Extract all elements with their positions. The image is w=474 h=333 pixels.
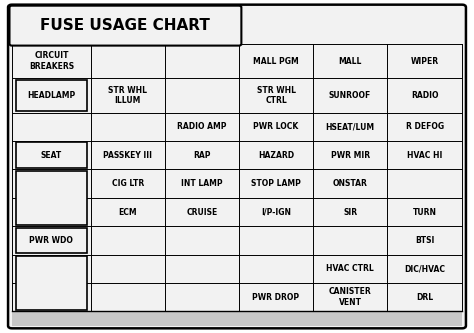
- Text: WIPER: WIPER: [410, 57, 439, 66]
- Text: DRL: DRL: [416, 293, 433, 302]
- Bar: [16, 80, 87, 111]
- Bar: [16, 256, 87, 310]
- Bar: [16, 171, 87, 225]
- Text: HVAC HI: HVAC HI: [407, 151, 442, 160]
- Text: HSEAT/LUM: HSEAT/LUM: [326, 122, 374, 131]
- Text: STOP LAMP: STOP LAMP: [251, 179, 301, 188]
- Text: CANISTER
VENT: CANISTER VENT: [328, 287, 372, 307]
- Text: SIR: SIR: [343, 207, 357, 216]
- Text: HVAC CTRL: HVAC CTRL: [326, 264, 374, 273]
- Text: TURN: TURN: [413, 207, 437, 216]
- Text: CRUISE: CRUISE: [186, 207, 218, 216]
- Text: HAZARD: HAZARD: [258, 151, 294, 160]
- Text: PWR LOCK: PWR LOCK: [254, 122, 299, 131]
- Text: DIC/HVAC: DIC/HVAC: [404, 264, 445, 273]
- Text: RAP: RAP: [193, 151, 211, 160]
- Text: RADIO AMP: RADIO AMP: [177, 122, 227, 131]
- Text: R DEFOG: R DEFOG: [406, 122, 444, 131]
- Text: MALL PGM: MALL PGM: [253, 57, 299, 66]
- Text: PWR WDO: PWR WDO: [29, 236, 73, 245]
- Text: SUNROOF: SUNROOF: [329, 91, 371, 100]
- Text: BTSI: BTSI: [415, 236, 434, 245]
- Text: PWR MIR: PWR MIR: [330, 151, 370, 160]
- Text: I/P-IGN: I/P-IGN: [261, 207, 291, 216]
- Text: ECM: ECM: [118, 207, 137, 216]
- Text: SEAT: SEAT: [41, 151, 62, 160]
- Text: CIG LTR: CIG LTR: [112, 179, 144, 188]
- Text: ONSTAR: ONSTAR: [333, 179, 367, 188]
- Text: STR WHL
ILLUM: STR WHL ILLUM: [109, 86, 147, 105]
- Bar: [16, 143, 87, 168]
- Text: STR WHL
CTRL: STR WHL CTRL: [256, 86, 295, 105]
- Bar: [12, 311, 462, 326]
- Text: INT LAMP: INT LAMP: [181, 179, 223, 188]
- Text: RADIO: RADIO: [411, 91, 438, 100]
- FancyBboxPatch shape: [8, 5, 466, 328]
- Text: PWR DROP: PWR DROP: [253, 293, 300, 302]
- Text: CIRCUIT
BREAKERS: CIRCUIT BREAKERS: [29, 51, 74, 71]
- Text: MALL: MALL: [338, 57, 362, 66]
- FancyBboxPatch shape: [9, 6, 241, 46]
- Bar: [16, 227, 87, 253]
- Text: PASSKEY III: PASSKEY III: [103, 151, 153, 160]
- Text: FUSE USAGE CHART: FUSE USAGE CHART: [40, 18, 210, 33]
- Text: HEADLAMP: HEADLAMP: [27, 91, 75, 100]
